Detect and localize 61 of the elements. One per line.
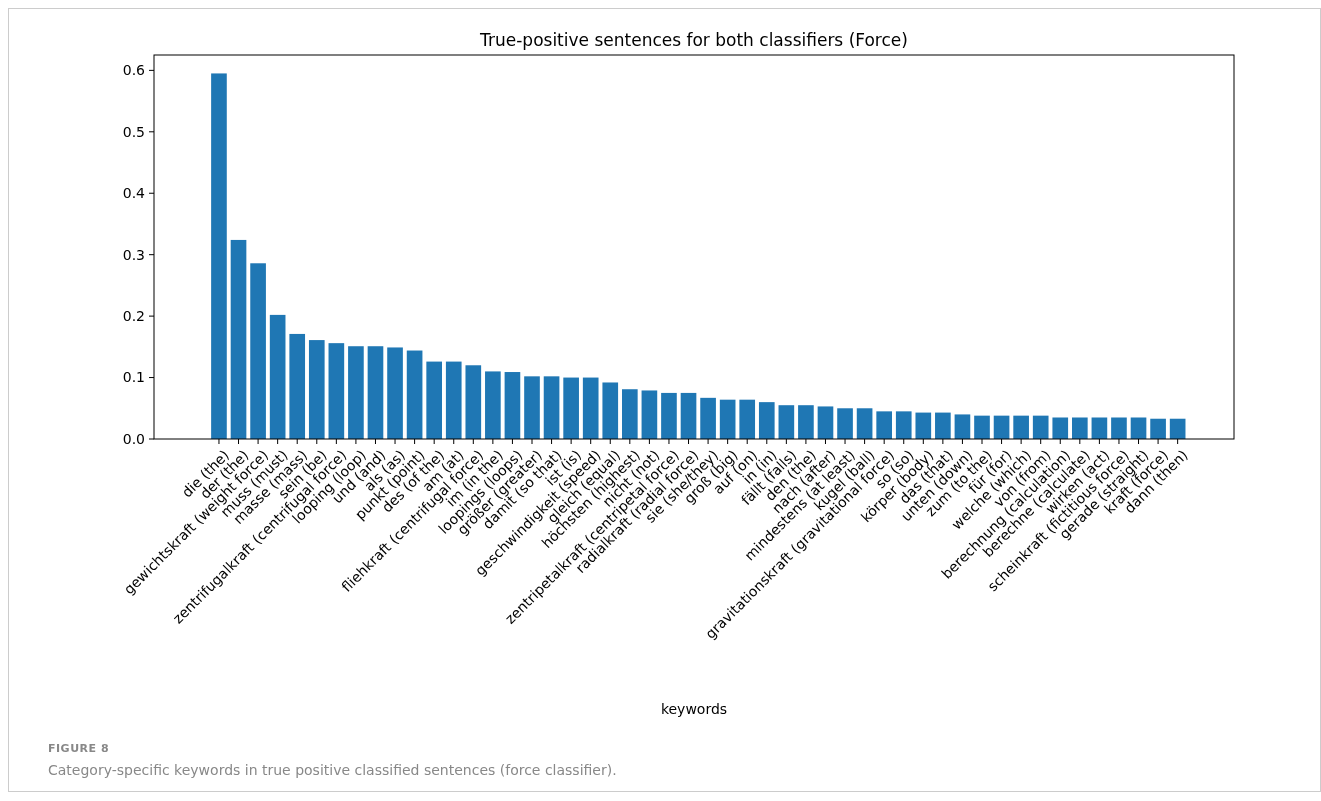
bar [993, 415, 1010, 439]
bar [269, 314, 286, 439]
bar [876, 411, 892, 439]
bar [739, 399, 756, 439]
bar [661, 392, 677, 439]
bar [1091, 417, 1108, 439]
bar [1111, 417, 1127, 439]
bar [798, 405, 814, 439]
bar [1013, 415, 1029, 439]
bar [543, 376, 560, 439]
bar [954, 414, 971, 439]
bar [406, 350, 423, 439]
bar [1052, 417, 1069, 439]
bar [1150, 418, 1166, 439]
bar [895, 411, 912, 439]
bar [1130, 417, 1147, 439]
text: Category-specific keywords in true positive classified sentences (force classifier). [48, 762, 617, 778]
bar [348, 346, 364, 439]
caption: FIGURE 8 [48, 742, 110, 755]
bar [563, 377, 579, 439]
y-tick-label: 0.4 [122, 185, 146, 202]
bar [915, 412, 932, 439]
bar [641, 390, 658, 439]
x-axis-title: keywords [660, 701, 728, 717]
bar [719, 399, 736, 439]
bar [602, 382, 619, 439]
bar [426, 361, 442, 439]
bar [445, 361, 462, 439]
bar [250, 263, 266, 439]
y-tick-label: 0.3 [122, 246, 145, 263]
bar [935, 412, 951, 439]
bar [837, 408, 853, 439]
bar [1169, 418, 1186, 439]
bar [211, 73, 227, 439]
bar [308, 340, 325, 439]
y-tick-label: 0.5 [122, 123, 145, 140]
bar [974, 415, 990, 439]
bar [856, 408, 873, 439]
y-tick-label: 0.2 [122, 308, 145, 325]
bar [680, 392, 697, 439]
bar [328, 343, 345, 439]
bar [465, 365, 482, 439]
bar [367, 346, 384, 439]
bar [700, 397, 716, 439]
bar [524, 376, 540, 439]
bar [817, 406, 834, 439]
bar [289, 333, 306, 439]
bar [758, 402, 775, 439]
y-tick-label: 0.0 [122, 430, 145, 447]
bar [778, 405, 795, 439]
y-tick-label: 0.1 [122, 369, 145, 386]
bar [230, 239, 247, 439]
y-tick-label: 0.6 [122, 62, 146, 79]
bar [485, 371, 501, 439]
bar [622, 389, 638, 439]
chart-title: True-positive sentences for both classifiers (Force) [479, 30, 908, 50]
bar [1072, 417, 1088, 439]
bar [1032, 415, 1049, 439]
bar [387, 347, 403, 439]
bar [504, 372, 521, 439]
bar [582, 377, 599, 439]
